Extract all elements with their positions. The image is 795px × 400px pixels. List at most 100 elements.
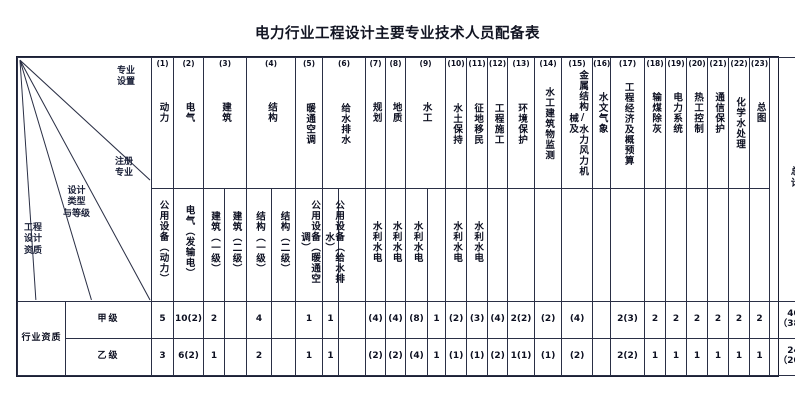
corner-diagonal-cell: 专业 设置 注册 专业 设计 类型 与等级 工程 设计 资质 (17, 57, 152, 302)
col-name-20: 热工控制 (692, 91, 704, 134)
cell-1-10: (2) (385, 338, 407, 376)
col-header-21: (21) 通信保护 (707, 56, 730, 190)
col-header-6: (6) 给水排水 (322, 56, 367, 190)
col-name-17: 工程经济及概预算 (622, 81, 634, 166)
cell-1-14: (1) (466, 338, 489, 376)
col-number-9: (9) (419, 59, 432, 68)
sub-label-5a: 公用设备（暖通空调） (299, 200, 321, 285)
sub-header-8a: 水利水电 (385, 188, 407, 302)
col-name-5: 暖通空调 (304, 102, 316, 145)
sub-header-17a (610, 188, 646, 302)
col-header-17: (17) 工程经济及概预算 (610, 56, 646, 190)
cell-1-3 (223, 338, 248, 376)
sub-label-4b: 结构（二级） (278, 210, 290, 274)
sub-header-4a: 结构（一级） (246, 188, 273, 302)
col-header-15: (15) 金属结构/水力风力机械及 (561, 56, 594, 190)
cell-1-26: 1 (749, 338, 771, 376)
col-number-2: (2) (182, 59, 195, 68)
col-header-7: (7) 规划 (365, 56, 387, 190)
col-number-4: (4) (264, 59, 278, 68)
col-name-23: 总图 (754, 102, 766, 123)
sub-label-7a: 水利水电 (370, 221, 382, 264)
col-number-16: (16) (593, 59, 611, 68)
sub-header-19a (665, 188, 688, 302)
sub-header-21a (707, 188, 730, 302)
cell-0-1: 10(2) (173, 301, 204, 339)
sub-header-16a (592, 188, 612, 302)
col-number-12: (12) (488, 59, 507, 68)
sub-header-7a: 水利水电 (365, 188, 387, 302)
col-number-19: (19) (667, 59, 685, 68)
col-number-23: (23) (750, 59, 769, 68)
corner-label-specialty-setup: 专业 设置 (116, 66, 135, 88)
col-header-4: (4) 结构 (246, 56, 297, 190)
cell-0-24: 2 (707, 301, 730, 339)
sub-label-3a: 建筑（一级） (209, 210, 221, 274)
cell-1-17: (1) (534, 338, 563, 376)
sub-header-5a: 公用设备（暖通空调） (295, 188, 324, 302)
col-name-21: 通信保护 (713, 91, 725, 134)
col-number-13: (13) (512, 59, 530, 68)
cell-1-16: 1(1) (507, 338, 536, 376)
col-header-10: (10) 水土保持 (445, 56, 468, 190)
sub-label-2a: 电气（发输电） (183, 205, 195, 279)
cell-1-0: 3 (151, 338, 174, 376)
table-row: 行业资质 甲级 5 10(2) 2 4 1 1 (4) (4) (8) 1 (2… (17, 301, 795, 376)
col-number-1: (1) (156, 59, 169, 68)
total-column-label: 总计 (788, 166, 795, 190)
col-name-16: 水文气象 (596, 91, 608, 134)
sub-header-11a: 水利水电 (466, 188, 489, 302)
col-number-22: (22) (730, 59, 748, 68)
grade-label-0: 甲级 (65, 301, 152, 339)
col-number-10: (10) (447, 59, 465, 68)
sub-header-3b: 建筑（二级） (223, 188, 248, 302)
sub-header-9b (427, 188, 447, 302)
cell-1-23: 1 (686, 338, 709, 376)
col-name-14: 水工建筑物监测 (543, 86, 555, 161)
cell-0-16: 2(2) (507, 301, 536, 339)
col-name-15: 金属结构/水力风力机械及 (567, 70, 589, 177)
cell-1-6: 1 (295, 338, 324, 376)
cell-0-20: 2(3) (610, 301, 646, 339)
row-group-label-text: 行业资质 (21, 333, 62, 344)
cell-1-5 (271, 338, 297, 376)
col-name-13: 环境保护 (516, 102, 528, 145)
sub-header-18a (644, 188, 667, 302)
cell-1-21: 1 (644, 338, 667, 376)
page-title: 电力行业工程设计主要专业技术人员配备表 (255, 26, 540, 42)
sub-label-1a: 公用设备（动力） (157, 200, 169, 285)
cell-0-18: (4) (561, 301, 594, 339)
cell-0-17: (2) (534, 301, 563, 339)
cell-1-13: (1) (445, 338, 468, 376)
col-number-18: (18) (646, 59, 664, 68)
col-number-5: (5) (302, 59, 316, 68)
grade-label-1: 乙级 (65, 338, 152, 376)
sub-header-1a: 公用设备（动力） (151, 188, 174, 302)
col-number-14: (14) (539, 59, 557, 68)
cell-0-7: 1 (322, 301, 340, 339)
sub-label-9a: 水利水电 (411, 221, 423, 264)
col-header-8: (8) 地质 (385, 56, 407, 190)
personnel-allocation-table: 专业 设置 注册 专业 设计 类型 与等级 工程 设计 资质 (1) 动力 (2… (16, 56, 795, 377)
cell-1-25: 1 (728, 338, 751, 376)
sub-header-23a (749, 188, 771, 302)
cell-1-24: 1 (707, 338, 730, 376)
col-name-4: 结构 (266, 102, 278, 123)
corner-label-registered-specialty: 注册 专业 (114, 157, 133, 179)
col-number-7: (7) (369, 59, 382, 68)
col-name-6: 给水排水 (339, 102, 351, 145)
col-number-15: (15) (568, 59, 586, 68)
sub-label-11a: 水利水电 (472, 221, 484, 264)
sub-header-4b: 结构（二级） (271, 188, 297, 302)
col-number-6: (6) (338, 59, 351, 68)
cell-0-14: (3) (466, 301, 489, 339)
col-number-3: (3) (218, 59, 232, 68)
col-number-20: (20) (688, 59, 706, 68)
col-name-8: 地质 (390, 102, 402, 123)
col-name-9: 水工 (420, 102, 432, 123)
col-header-19: (19) 电力系统 (665, 56, 688, 190)
header-row-registered: 公用设备（动力） 电气（发输电） 建筑（一级） 建筑（二级） 结构（一级） 结构… (18, 188, 795, 302)
cell-0-9: (4) (365, 301, 387, 339)
col-header-2: (2) 电气 (173, 56, 204, 190)
